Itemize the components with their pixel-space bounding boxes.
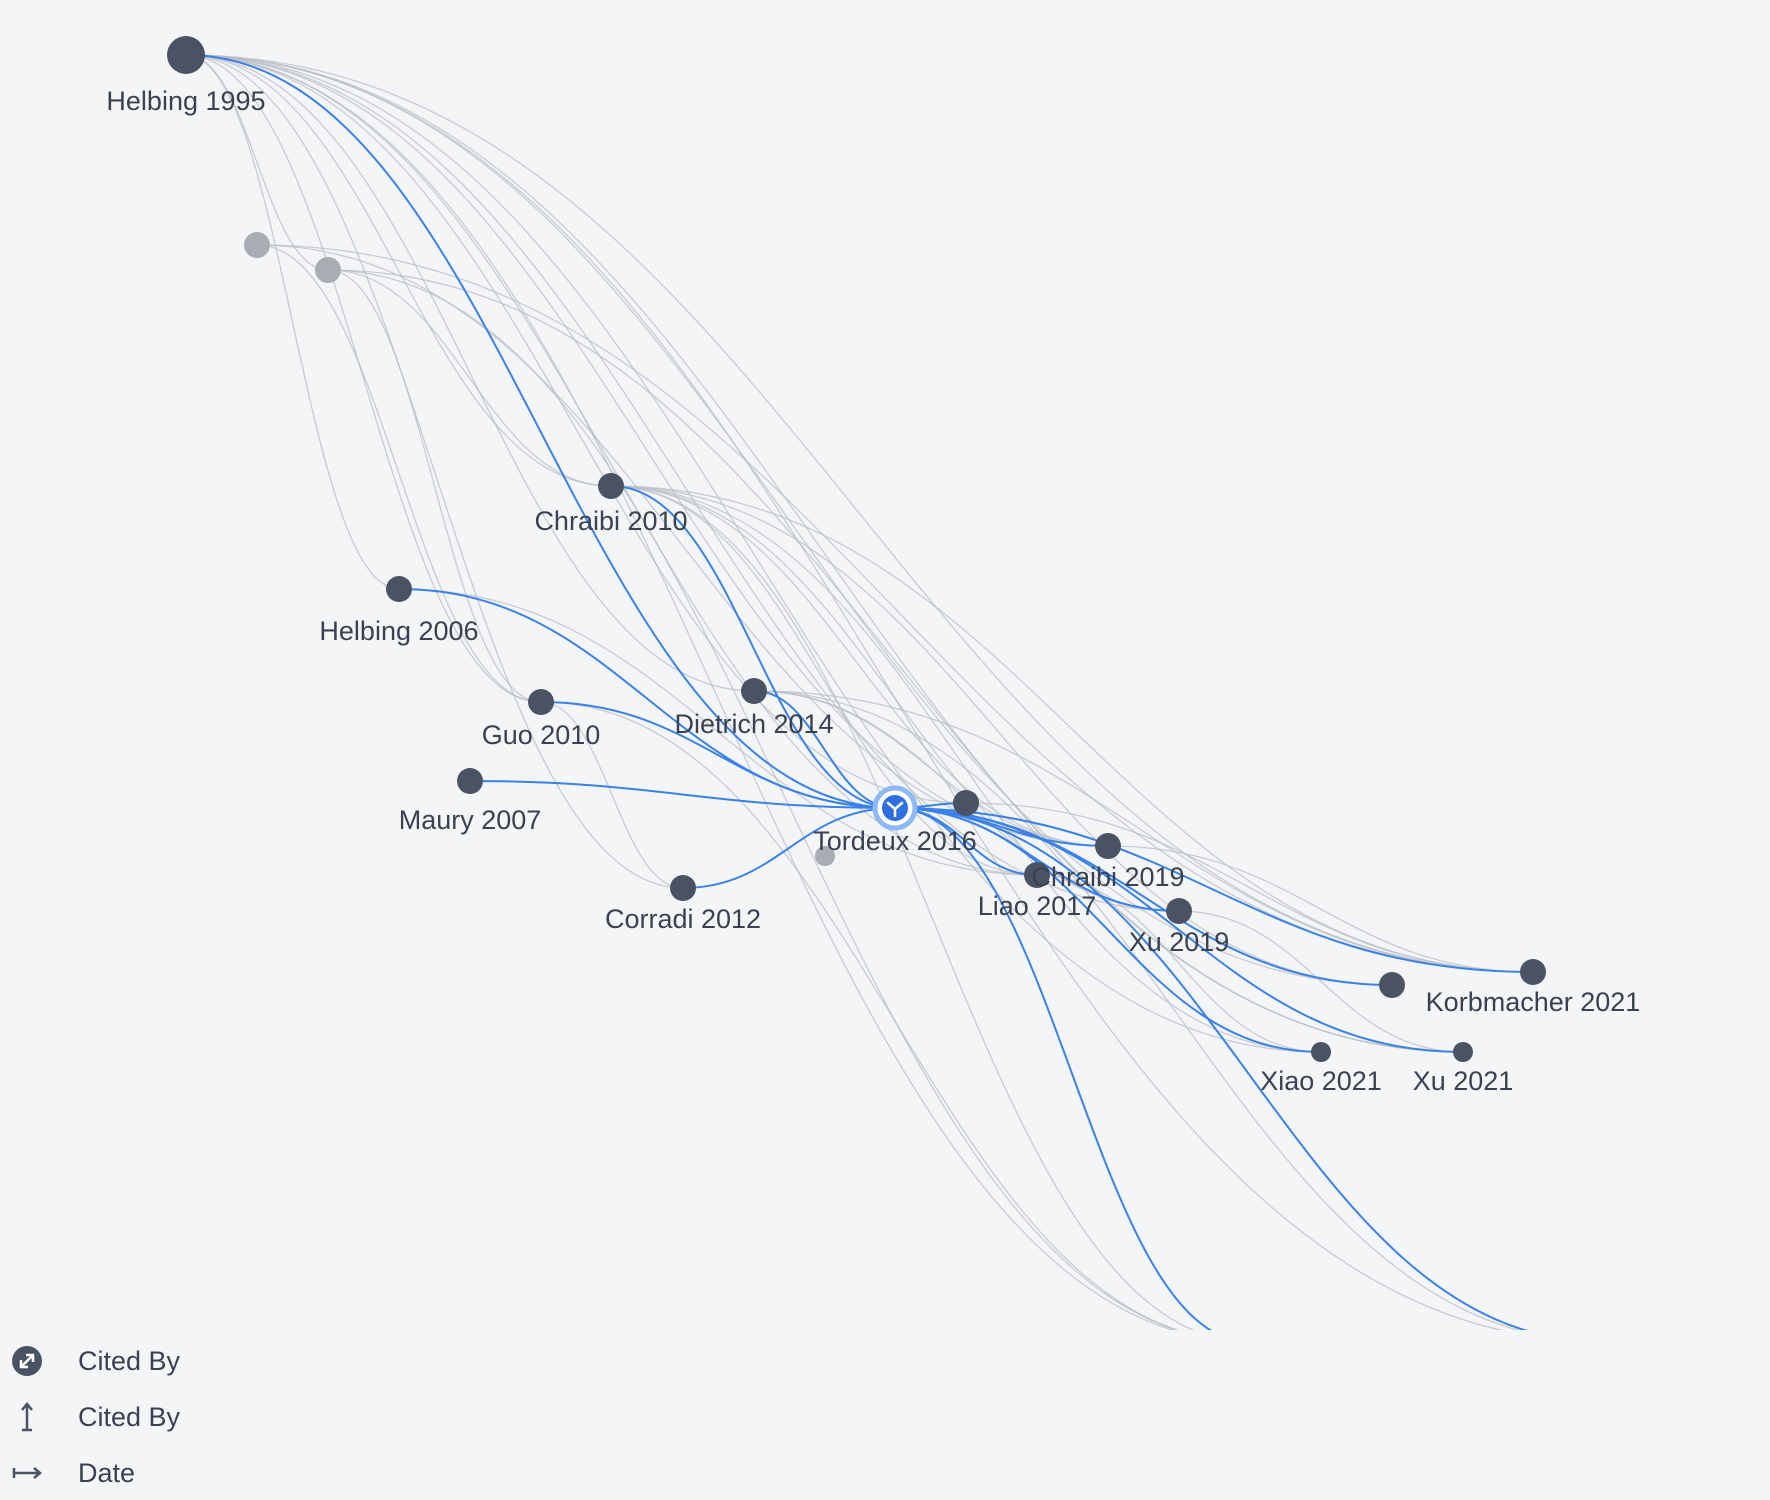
paper-node[interactable] xyxy=(167,36,205,74)
citation-edge xyxy=(753,690,1520,1330)
citation-edges-highlighted xyxy=(185,54,1534,1330)
paper-label: Helbing 2006 xyxy=(319,616,478,646)
citation-edge xyxy=(185,54,1322,1053)
citation-edge xyxy=(185,54,1176,1330)
citation-edge xyxy=(256,244,1534,973)
paper-label: Corradi 2012 xyxy=(605,904,761,934)
paper-node[interactable] xyxy=(315,257,341,283)
citation-edge xyxy=(185,54,612,487)
citation-edge xyxy=(185,54,1464,1053)
citation-graph[interactable]: Helbing 1995 Chraibi 2010 Helbing 2006 Guo … xyxy=(0,0,1770,1330)
citation-edge xyxy=(610,485,1038,876)
paper-nodes xyxy=(167,36,1546,1062)
legend-item-cited-by-vertical: Cited By xyxy=(10,1396,180,1438)
citation-edge xyxy=(327,269,1464,1053)
paper-node[interactable] xyxy=(1453,1042,1473,1062)
paper-labels: Helbing 1995 Chraibi 2010 Helbing 2006 Guo … xyxy=(106,86,1641,1096)
horizontal-arrow-icon xyxy=(10,1456,44,1490)
citation-edges-background xyxy=(185,54,1534,1330)
citation-edge xyxy=(256,244,542,703)
citation-edge-highlighted xyxy=(894,807,1213,1330)
paper-label: Chraibi 2019 xyxy=(1031,862,1184,892)
legend-label-cited-by: Cited By xyxy=(78,1345,181,1376)
paper-node[interactable] xyxy=(1166,898,1192,924)
focus-paper-node[interactable] xyxy=(872,785,918,831)
citation-edge xyxy=(610,485,1196,1330)
citation-edge xyxy=(753,690,1109,847)
paper-node[interactable] xyxy=(741,678,767,704)
paper-node[interactable] xyxy=(1311,1042,1331,1062)
legend-item-cited-by-size: Cited By xyxy=(10,1340,180,1382)
paper-label: Guo 2010 xyxy=(482,720,601,750)
paper-node[interactable] xyxy=(244,232,270,258)
citation-edge xyxy=(185,54,542,703)
citation-edge xyxy=(327,269,1180,1330)
legend-label-date: Date xyxy=(78,1457,136,1488)
citation-edge xyxy=(1178,910,1464,1053)
citation-edge-highlighted xyxy=(894,807,1322,1053)
citation-edge xyxy=(185,54,1534,973)
paper-label: Maury 2007 xyxy=(399,805,542,835)
paper-node[interactable] xyxy=(1520,959,1546,985)
paper-label: Xiao 2021 xyxy=(1260,1066,1382,1096)
paper-node[interactable] xyxy=(1095,833,1121,859)
paper-node[interactable] xyxy=(953,790,979,816)
paper-label: Tordeux 2016 xyxy=(813,826,977,856)
citation-edge xyxy=(610,485,1534,973)
focus-icon xyxy=(886,801,904,818)
citation-edge xyxy=(256,244,1109,847)
paper-node[interactable] xyxy=(670,875,696,901)
paper-node[interactable] xyxy=(528,689,554,715)
citation-edge xyxy=(1036,874,1322,1053)
legend: Cited By Cited By Date xyxy=(10,1340,180,1494)
paper-node[interactable] xyxy=(1024,862,1050,888)
citation-edge xyxy=(540,701,684,889)
citation-edge xyxy=(185,54,684,889)
citation-edge xyxy=(185,54,755,692)
citation-edge-highlighted xyxy=(682,807,896,889)
circle-diagonal-arrow-icon xyxy=(10,1344,44,1378)
citation-edge xyxy=(185,54,1504,1330)
paper-node[interactable] xyxy=(457,768,483,794)
paper-node[interactable] xyxy=(1379,972,1405,998)
citation-edge xyxy=(610,485,1109,847)
citation-edge xyxy=(610,485,1393,986)
citation-edge-highlighted xyxy=(185,54,896,809)
paper-node[interactable] xyxy=(386,576,412,602)
citation-edge-highlighted xyxy=(894,807,1528,1330)
citation-edge xyxy=(398,588,1038,876)
citation-edge xyxy=(185,54,1109,847)
paper-label: Korbmacher 2021 xyxy=(1426,987,1641,1017)
citation-edge-highlighted xyxy=(469,780,896,809)
legend-label-cited-by-vertical: Cited By xyxy=(78,1401,181,1432)
citation-edge-highlighted xyxy=(540,701,896,809)
paper-label: Xu 2021 xyxy=(1413,1066,1514,1096)
citation-edge xyxy=(327,269,542,703)
citation-edge xyxy=(753,690,1534,973)
paper-label: Chraibi 2010 xyxy=(534,506,687,536)
citation-edge-highlighted xyxy=(894,807,1534,973)
citation-edge xyxy=(965,802,1534,973)
citation-edge xyxy=(185,54,400,590)
vertical-arrow-icon xyxy=(10,1400,44,1434)
citation-edge xyxy=(185,54,1180,912)
citation-edge-highlighted xyxy=(610,485,896,809)
paper-label: Liao 2017 xyxy=(978,891,1097,921)
paper-label: Xu 2019 xyxy=(1129,927,1230,957)
paper-node[interactable] xyxy=(815,846,835,866)
paper-label: Helbing 1995 xyxy=(106,86,265,116)
citation-edge xyxy=(1107,845,1534,973)
citation-edge xyxy=(540,701,1180,1330)
paper-label: Dietrich 2014 xyxy=(674,709,833,739)
legend-item-date: Date xyxy=(10,1452,180,1494)
citation-edge xyxy=(185,54,329,271)
paper-node[interactable] xyxy=(598,473,624,499)
citation-edge xyxy=(185,54,967,804)
citation-edge-highlighted xyxy=(894,807,1464,1053)
